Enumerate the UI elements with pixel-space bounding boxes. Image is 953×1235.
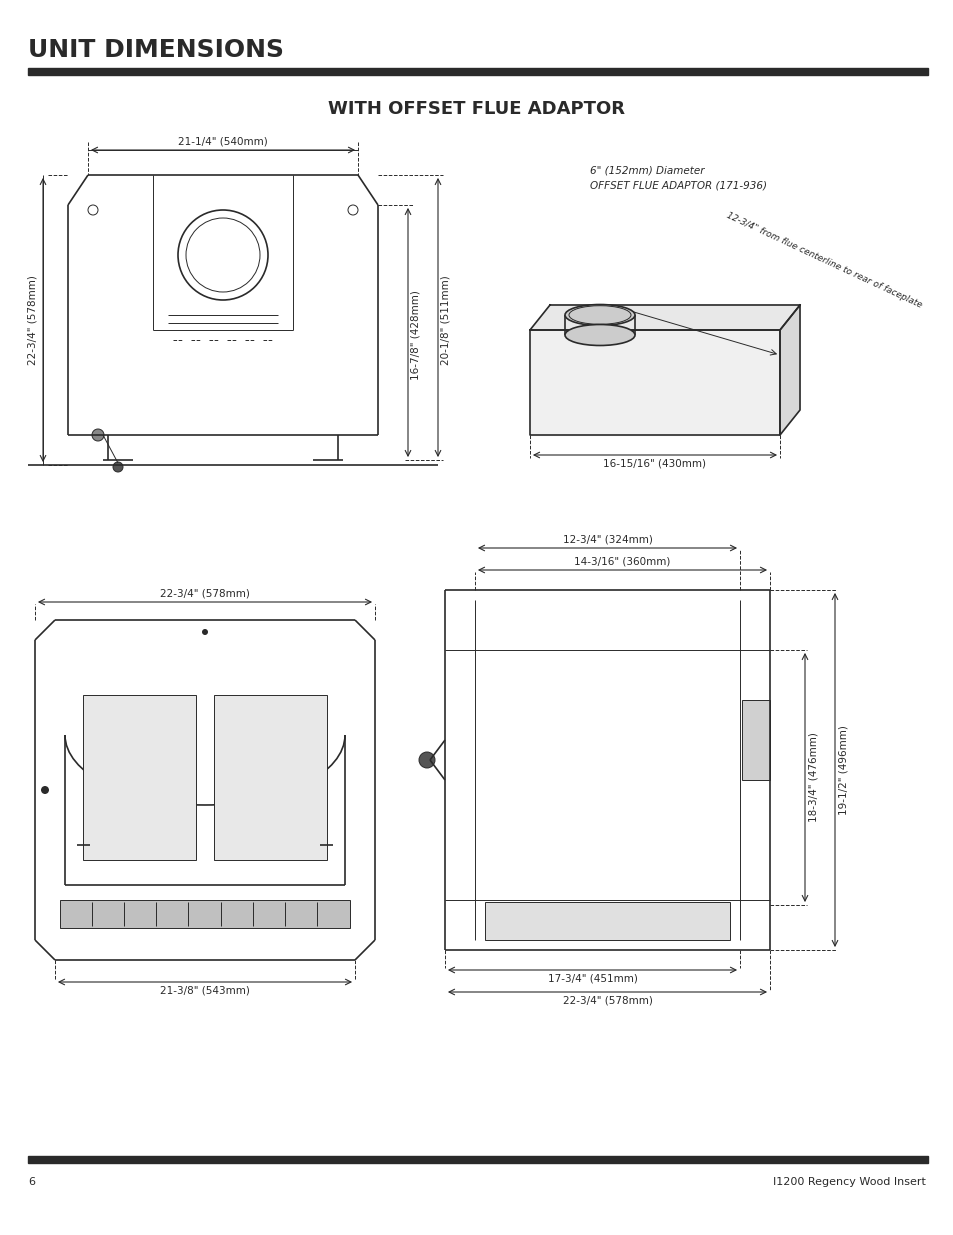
Text: WITH OFFSET FLUE ADAPTOR: WITH OFFSET FLUE ADAPTOR <box>328 100 625 119</box>
Text: OFFSET FLUE ADAPTOR (171-936): OFFSET FLUE ADAPTOR (171-936) <box>589 180 766 190</box>
Bar <box>60 900 350 927</box>
Bar <box>484 902 729 940</box>
Text: 22-3/4" (578mm): 22-3/4" (578mm) <box>28 275 38 364</box>
Circle shape <box>112 462 123 472</box>
Ellipse shape <box>564 305 635 326</box>
Bar <box>28 68 927 75</box>
Text: 21-3/8" (543mm): 21-3/8" (543mm) <box>160 986 250 995</box>
Circle shape <box>418 752 435 768</box>
Text: 6: 6 <box>28 1177 35 1187</box>
Text: 16-7/8" (428mm): 16-7/8" (428mm) <box>411 290 420 380</box>
Text: 14-3/16" (360mm): 14-3/16" (360mm) <box>574 556 670 566</box>
Text: 6" (152mm) Diameter: 6" (152mm) Diameter <box>589 165 703 175</box>
Bar <box>83 695 195 860</box>
Text: I1200 Regency Wood Insert: I1200 Regency Wood Insert <box>772 1177 925 1187</box>
Text: 20-1/8" (511mm): 20-1/8" (511mm) <box>440 275 451 364</box>
Polygon shape <box>530 305 800 330</box>
Bar <box>213 695 327 860</box>
Text: 16-15/16" (430mm): 16-15/16" (430mm) <box>603 459 706 469</box>
Text: 21-1/4" (540mm): 21-1/4" (540mm) <box>178 136 268 146</box>
Text: 22-3/4" (578mm): 22-3/4" (578mm) <box>562 995 652 1007</box>
Text: 12-3/4" from flue centerline to rear of faceplate: 12-3/4" from flue centerline to rear of … <box>724 211 923 310</box>
Bar <box>28 1156 927 1163</box>
Text: 12-3/4" (324mm): 12-3/4" (324mm) <box>562 534 652 543</box>
Text: 17-3/4" (451mm): 17-3/4" (451mm) <box>547 974 637 984</box>
Text: 18-3/4" (476mm): 18-3/4" (476mm) <box>808 732 818 823</box>
Text: 22-3/4" (578mm): 22-3/4" (578mm) <box>160 588 250 598</box>
Circle shape <box>41 785 49 794</box>
Circle shape <box>91 429 104 441</box>
Circle shape <box>202 629 208 635</box>
Text: 19-1/2" (496mm): 19-1/2" (496mm) <box>838 725 848 815</box>
Polygon shape <box>530 330 780 435</box>
Ellipse shape <box>564 325 635 346</box>
Bar <box>741 700 769 781</box>
Text: UNIT DIMENSIONS: UNIT DIMENSIONS <box>28 38 284 62</box>
Polygon shape <box>780 305 800 435</box>
